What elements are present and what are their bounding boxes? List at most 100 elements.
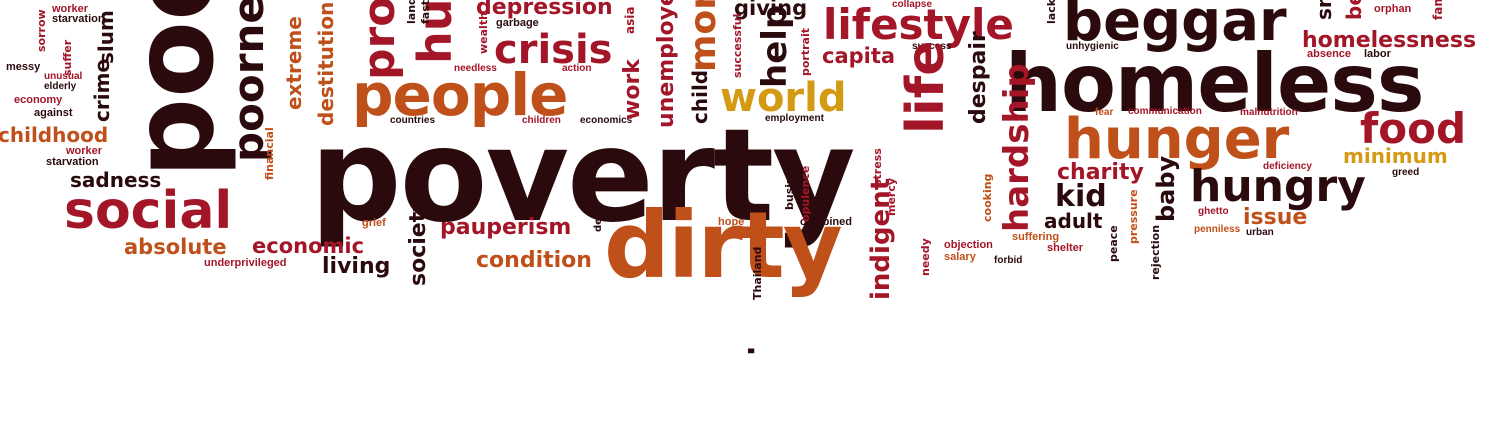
stray-mark: ▀ — [748, 349, 755, 358]
word-garbage: garbage — [496, 17, 539, 29]
word-starvation: starvation — [52, 13, 105, 25]
word-rejection: rejection — [1149, 224, 1162, 280]
word-childhood: childhood — [0, 123, 109, 147]
word-thailand: Thailand — [751, 246, 764, 300]
word-elderly: elderly — [44, 81, 77, 92]
word-deficiency: deficiency — [1263, 161, 1312, 172]
word-business: business — [783, 155, 796, 210]
word-peace: peace — [1107, 225, 1120, 262]
word-lack: lack — [1045, 0, 1058, 24]
word-absence: absence — [1307, 48, 1352, 60]
word-salary: salary — [944, 251, 976, 263]
word-successful: successful — [731, 13, 744, 78]
word-hunger: hunger — [1064, 107, 1290, 172]
word-suffering: suffering — [1012, 231, 1060, 243]
word-work: work — [620, 59, 645, 120]
word-success: success — [912, 41, 952, 52]
word-baby: baby — [1152, 155, 1180, 222]
word-poverty: poverty — [310, 102, 856, 251]
word-underprivileged: underprivileged — [204, 257, 287, 269]
word-fast: fast — [419, 0, 432, 24]
word-lifestyle: lifestyle — [823, 0, 1014, 49]
word-sadness: sadness — [70, 168, 162, 192]
word-kid: kid — [1055, 179, 1107, 214]
word-objection: objection — [944, 239, 993, 251]
word-help: help — [755, 4, 795, 88]
word-adult: adult — [1044, 209, 1103, 233]
word-penniless: penniless — [1194, 224, 1241, 235]
word-minimum: minimum — [1343, 144, 1448, 168]
word-portrait: portrait — [799, 28, 812, 76]
word-sorrow: sorrow — [35, 9, 48, 52]
word-unusual: unusual — [44, 71, 83, 82]
word-needy: needy — [919, 238, 932, 276]
word-food: food — [1360, 104, 1467, 153]
word-issue: issue — [1243, 205, 1308, 230]
word-economic: economic — [252, 234, 365, 258]
word-charity: charity — [1057, 160, 1144, 185]
word-malnutrition: malnutrition — [1240, 107, 1298, 118]
word-cooking: cooking — [981, 173, 994, 222]
word-against: against — [34, 107, 73, 119]
word-labor: labor — [1364, 48, 1391, 60]
word-stress: stress — [871, 148, 884, 186]
word-grief: grief — [362, 217, 386, 229]
word-asia: asia — [623, 6, 637, 34]
word-economy: economy — [14, 94, 63, 106]
word-action: action — [562, 63, 592, 74]
word-crisis: crisis — [494, 27, 613, 73]
word-beggar: beggar — [1063, 0, 1287, 54]
word-dirty: dirty — [604, 192, 843, 299]
word-hungry: hungry — [1190, 161, 1366, 212]
word-orphan: orphan — [1374, 3, 1412, 15]
word-worker-2: worker — [66, 145, 103, 157]
word-beg: beg — [1342, 0, 1366, 20]
word-destitution: destitution — [314, 1, 338, 126]
word-urban: urban — [1246, 227, 1274, 238]
word-starvation-2: starvation — [46, 156, 99, 168]
word-deep: deep — [593, 204, 604, 232]
word-fear: fear — [1095, 107, 1114, 118]
word-homeless: homeless — [1005, 37, 1424, 130]
word-needless: needless — [454, 63, 497, 74]
word-opulence: opulence — [799, 165, 812, 222]
word-poor: poor — [109, 0, 239, 178]
word-messy: messy — [6, 61, 41, 73]
word-capita: capita — [822, 44, 896, 68]
word-mercy: mercy — [885, 177, 898, 216]
word-condition: condition — [476, 248, 592, 273]
word-absolute: absolute — [124, 235, 227, 259]
word-despair: despair — [966, 31, 991, 124]
word-greed: greed — [1392, 167, 1420, 178]
word-children: children — [522, 115, 561, 126]
word-forbid: forbid — [994, 255, 1023, 266]
word-communication: communication — [1128, 106, 1202, 117]
word-unemployed: unemployed — [654, 0, 679, 128]
word-hope: hope — [718, 216, 745, 228]
word-slum: slum — [94, 10, 118, 64]
word-ghetto: ghetto — [1198, 206, 1229, 217]
word-famine: famine — [1431, 0, 1445, 20]
word-crime: crime — [90, 59, 114, 122]
word-depression: depression — [476, 0, 613, 20]
word-money: money — [683, 0, 724, 72]
word-hardship: hardship — [997, 63, 1037, 232]
word-economics: economics — [580, 115, 633, 126]
word-small: small — [1312, 0, 1336, 20]
word-land: land — [405, 0, 418, 24]
word-pauperism: pauperism — [440, 215, 572, 240]
word-pressure: pressure — [1127, 189, 1140, 244]
word-giving: giving — [734, 0, 808, 20]
word-people: people — [352, 61, 568, 129]
word-financial: financial — [263, 127, 276, 180]
word-social: social — [64, 181, 233, 241]
word-countries: countries — [390, 115, 436, 126]
word-child: child — [688, 69, 712, 124]
word-suffer: suffer — [61, 39, 74, 76]
word-living: living — [322, 254, 391, 279]
word-unhygienic: unhygienic — [1066, 41, 1119, 52]
word-shelter: shelter — [1047, 242, 1084, 254]
word-wealth: wealth — [477, 12, 490, 54]
word-homelessness: homelessness — [1302, 28, 1477, 53]
